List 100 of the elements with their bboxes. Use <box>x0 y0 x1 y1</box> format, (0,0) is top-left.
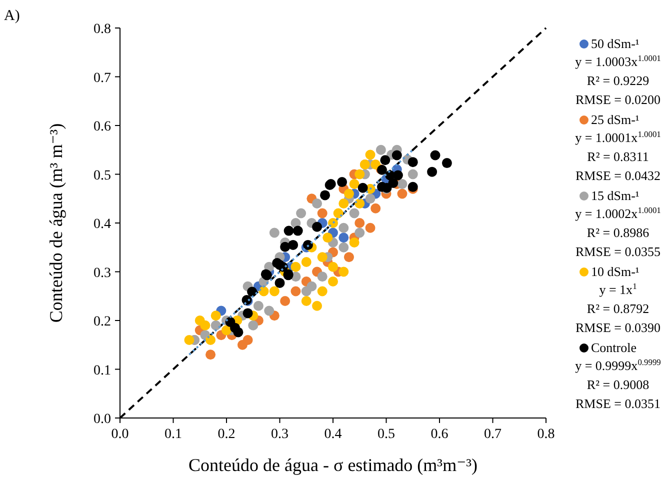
x-tick-label: 0.7 <box>484 427 502 442</box>
point <box>344 252 354 262</box>
y-tick-label: 0.7 <box>94 70 111 86</box>
point <box>337 177 348 188</box>
point <box>210 320 221 330</box>
point <box>306 281 317 292</box>
point <box>222 325 232 336</box>
text: R² = 0.9008 <box>586 377 650 392</box>
point <box>328 276 338 286</box>
y-tick-label: 0.3 <box>94 266 111 281</box>
point <box>206 335 216 345</box>
text: RMSE = 0.0355 <box>576 244 660 259</box>
point <box>370 203 381 214</box>
text: A) <box>4 8 20 24</box>
text: y = 1x$^{1}$ <box>599 281 637 297</box>
text: y = 1.0001x$^{1.0001}$ <box>575 129 661 145</box>
point <box>349 179 360 189</box>
point <box>365 222 376 233</box>
x-tick-label: 0.4 <box>324 427 342 442</box>
point <box>264 306 274 316</box>
point <box>248 320 258 330</box>
x-tick-label: 0.0 <box>111 427 129 442</box>
point <box>290 262 301 272</box>
point <box>354 198 365 208</box>
point <box>333 208 344 218</box>
point <box>397 188 408 199</box>
point <box>392 150 402 160</box>
text: y = 0.9999x$^{0.9999}$ <box>575 357 661 373</box>
point <box>242 335 253 345</box>
point <box>430 150 440 160</box>
point <box>312 300 322 311</box>
point <box>242 308 253 318</box>
point <box>258 286 269 296</box>
point <box>247 286 258 297</box>
point <box>269 228 280 238</box>
point <box>274 260 285 270</box>
point <box>344 188 354 199</box>
x-tick-label: 0.6 <box>430 427 448 442</box>
point <box>397 179 408 189</box>
y-tick-label: 0.0 <box>94 412 111 427</box>
point <box>274 278 285 288</box>
x-axis-title: Conteúdo de água - σ estimado (m³m⁻³) <box>188 455 478 475</box>
y-tick-label: 0.4 <box>94 217 111 232</box>
text: RMSE = 0.0432 <box>576 168 660 183</box>
point <box>392 170 403 180</box>
point <box>312 198 322 208</box>
point <box>206 350 216 360</box>
point <box>408 157 418 168</box>
x-tick-label: 0.5 <box>378 427 395 442</box>
legend-label: 50 dSm-¹ <box>591 36 640 51</box>
point <box>301 257 312 267</box>
y-axis-title: Conteúdo de água (m³ m⁻³) <box>46 123 66 323</box>
legend-label: 10 dSm-¹ <box>591 264 640 279</box>
point <box>354 218 365 228</box>
text: RMSE = 0.0200 <box>576 92 660 107</box>
text: R² = 0.8311 <box>587 149 649 164</box>
point <box>317 286 328 296</box>
point <box>338 222 349 233</box>
point <box>338 198 349 208</box>
point <box>370 160 381 170</box>
point <box>349 208 360 218</box>
text: RMSE = 0.0351 <box>576 396 660 411</box>
point <box>322 232 333 243</box>
point <box>354 228 365 238</box>
y-tick-label: 0.1 <box>94 363 111 378</box>
point <box>320 190 330 200</box>
point <box>365 150 376 160</box>
point <box>358 182 368 193</box>
point <box>427 166 438 177</box>
point <box>376 144 386 155</box>
text: R² = 0.8792 <box>586 301 650 316</box>
point <box>354 169 365 180</box>
legend-label: 15 dSm-¹ <box>591 188 640 203</box>
legend-label: 25 dSm-¹ <box>591 112 640 127</box>
text: RMSE = 0.0390 <box>576 320 660 335</box>
point <box>312 222 322 232</box>
point <box>280 242 290 252</box>
legend-label: Controle <box>591 340 637 355</box>
point <box>328 262 338 272</box>
point <box>317 208 328 218</box>
point <box>338 242 349 252</box>
point <box>296 208 306 218</box>
point <box>442 158 452 168</box>
point <box>280 296 290 306</box>
point <box>288 240 298 250</box>
point <box>200 320 210 330</box>
point <box>210 310 221 321</box>
point <box>184 335 194 345</box>
point <box>292 226 303 236</box>
point <box>284 226 294 236</box>
text: R² = 0.9229 <box>586 73 650 88</box>
point <box>349 238 360 248</box>
text: R² = 0.8986 <box>586 225 650 240</box>
x-tick-label: 0.3 <box>271 427 288 442</box>
point <box>380 155 390 166</box>
y-tick-label: 0.2 <box>94 314 111 330</box>
point <box>317 272 328 282</box>
x-tick-label: 0.1 <box>164 427 182 442</box>
point <box>290 286 301 296</box>
point <box>408 169 418 180</box>
